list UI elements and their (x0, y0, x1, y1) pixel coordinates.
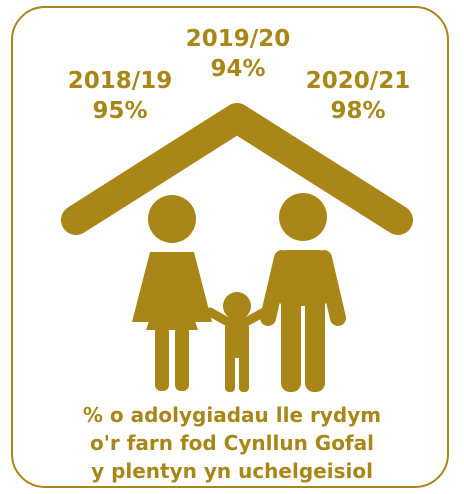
stat-2018-19: 2018/19 95% (60, 66, 180, 126)
house-roof-icon (61, 103, 413, 235)
family-icon (132, 193, 346, 392)
caption-line: y plentyn yn uchelgeisiol (91, 459, 373, 483)
stat-value: 95% (92, 98, 148, 124)
stat-year: 2018/19 (67, 68, 173, 94)
stat-2019-20: 2019/20 94% (178, 24, 298, 84)
caption: % o adolygiadau lle rydym o'r farn fod C… (20, 401, 444, 485)
man-figure-icon (260, 193, 346, 392)
woman-figure-icon (132, 195, 212, 391)
caption-line: o'r farn fod Cynllun Gofal (90, 431, 374, 455)
caption-line: % o adolygiadau lle rydym (82, 403, 382, 427)
stat-2020-21: 2020/21 98% (298, 66, 418, 126)
stat-value: 98% (330, 98, 386, 124)
child-figure-icon (205, 292, 269, 392)
stat-year: 2020/21 (305, 68, 411, 94)
stat-value: 94% (210, 56, 266, 82)
infographic-frame (11, 6, 449, 488)
stat-year: 2019/20 (185, 26, 291, 52)
